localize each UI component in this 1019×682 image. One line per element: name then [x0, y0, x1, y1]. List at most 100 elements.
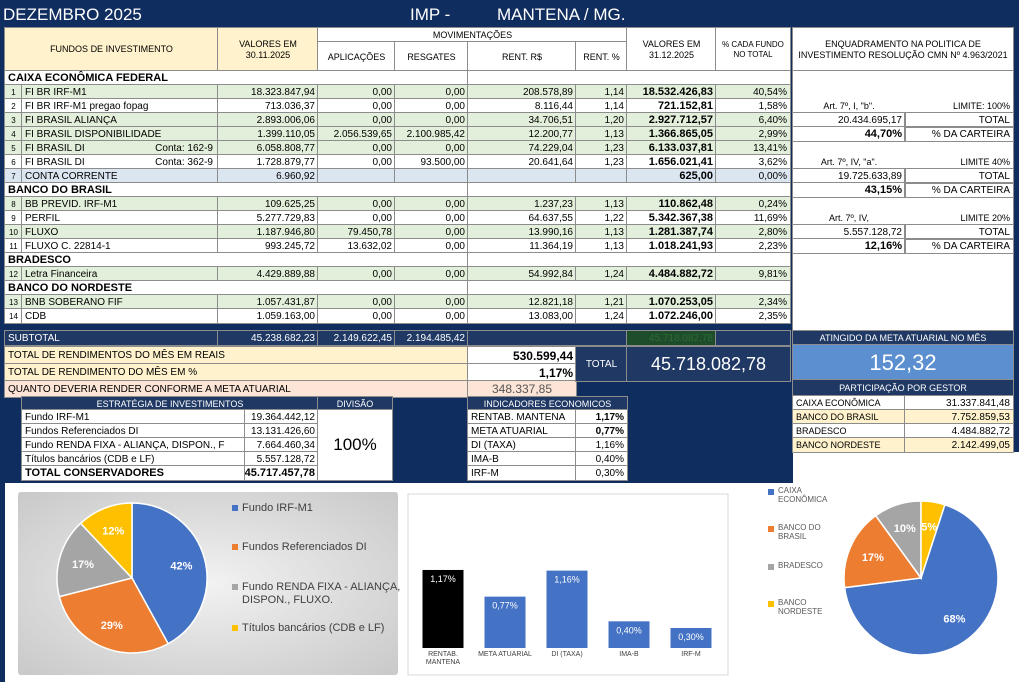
table-cell: 1.399.110,05	[217, 126, 319, 142]
table-cell: 18.323.847,94	[217, 84, 319, 100]
table-cell: 4.484.882,72	[626, 266, 717, 282]
framework-title: ENQUADRAMENTO NA POLITICA DE INVESTIMENT…	[792, 27, 1014, 72]
header-cell: APLICAÇÕES	[317, 41, 396, 72]
table-cell: 13	[4, 294, 23, 310]
table-cell: FI BR IRF-M1	[21, 84, 219, 100]
table-cell: 0,24%	[715, 196, 791, 212]
table-cell: 721.152,81	[626, 98, 717, 114]
table-cell: 0,00	[317, 140, 396, 156]
cell	[467, 182, 791, 198]
table-cell: 1,13	[575, 238, 628, 254]
table-cell: 0,00	[394, 308, 469, 324]
table-cell: 7	[4, 168, 23, 184]
table-cell: PERFIL	[21, 210, 219, 226]
table-cell: 64.637,55	[467, 210, 577, 226]
strategy-total-label: TOTAL CONSERVADORES	[21, 465, 246, 481]
legend-swatch	[768, 526, 774, 532]
goal-label: ATINGIDO DA META ATUARIAL NO MÊS	[792, 330, 1014, 346]
pie-slice	[843, 514, 923, 589]
table-cell: 1,13	[575, 196, 628, 212]
report-city: MANTENA / MG.	[497, 5, 626, 24]
account-number: Conta: 362-9	[155, 156, 213, 168]
subtotal-cell: 45.238.682,23	[217, 330, 319, 346]
manager-value: 31.337.841,48	[904, 395, 1014, 411]
framework-article: Art. 7º, IV, "a".	[820, 157, 878, 167]
framework-limit: LIMITE 20%	[960, 213, 1010, 223]
table-cell: 5.342.367,38	[626, 210, 717, 226]
manager-name: BANCO DO BRASIL	[792, 409, 906, 425]
table-cell: 1,13	[575, 126, 628, 142]
table-cell: BNB SOBERANO FIF	[21, 294, 219, 310]
indicator-value: 0,77%	[575, 423, 628, 439]
framework-limit: LIMITE 40%	[960, 157, 1010, 167]
pie-slice	[920, 500, 946, 579]
strategy-value: 5.557.128,72	[244, 451, 319, 467]
table-cell: 0,00	[317, 196, 396, 212]
table-cell: 0,00	[394, 238, 469, 254]
legend-label: BANCO NORDESTE	[778, 598, 823, 617]
table-cell: 2	[4, 98, 23, 114]
slice-label: 12%	[102, 526, 124, 538]
total-label: TOTAL DE RENDIMENTO DO MÊS EM %	[4, 363, 469, 382]
table-cell: 1.237,23	[467, 196, 577, 212]
table-cell: 2.056.539,65	[317, 126, 396, 142]
table-cell: 0,00	[394, 98, 469, 114]
table-cell: 1.018.241,93	[626, 238, 717, 254]
header-cell: RENT. R$	[467, 41, 577, 72]
subtotal-label: SUBTOTAL	[4, 330, 219, 346]
indicator-value: 1,16%	[575, 437, 628, 453]
total-value: 348.337,85	[467, 380, 577, 398]
table-cell: 6.058.808,77	[217, 140, 319, 156]
goal-value: 152,32	[792, 344, 1014, 381]
cell	[467, 280, 791, 296]
table-cell: 1,14	[575, 84, 628, 100]
table-cell: 1,24	[575, 266, 628, 282]
table-cell: FI BR IRF-M1 pregao fopag	[21, 98, 219, 114]
legend-swatch	[232, 505, 238, 511]
strategy-total: 45.717.457,78	[244, 465, 319, 481]
subtotal-cell: 2.149.622,45	[317, 330, 396, 346]
cell	[467, 70, 791, 86]
pie-slice	[79, 502, 133, 580]
table-cell: 6	[4, 154, 23, 170]
legend-swatch	[232, 544, 238, 550]
table-cell: 11,69%	[715, 210, 791, 226]
table-cell: 0,00	[317, 112, 396, 128]
table-cell: 2,35%	[715, 308, 791, 324]
table-cell: 2,99%	[715, 126, 791, 142]
background	[793, 452, 1019, 483]
framework-share: 43,15%	[792, 182, 906, 198]
bar	[546, 570, 588, 648]
legend-label: BRADESCO	[778, 561, 823, 570]
table-cell: 0,00%	[715, 168, 791, 184]
strategy-division-label: DIVISÃO	[317, 396, 393, 411]
cell	[467, 252, 791, 268]
table-cell: 8.116,44	[467, 98, 577, 114]
table-cell: 13.990,16	[467, 224, 577, 240]
strategy-value: 19.364.442,12	[244, 409, 319, 425]
framework-total: 20.434.695,17	[792, 112, 906, 128]
table-cell: 1,14	[575, 98, 628, 114]
table-cell: 1.072.246,00	[626, 308, 717, 324]
slice-label: 29%	[101, 620, 123, 632]
header-cell: % CADA FUNDO NO TOTAL	[715, 27, 791, 72]
subtotal-cell	[715, 330, 791, 346]
table-cell: 6.960,92	[217, 168, 319, 184]
strategy-name: Fundo RENDA FIXA - ALIANÇA, DISPON., F	[21, 437, 246, 453]
slice-label: 17%	[862, 552, 884, 564]
legend-swatch	[768, 564, 774, 570]
table-cell: 208.578,89	[467, 84, 577, 100]
legend-label: Fundos Referenciados DI	[242, 541, 367, 553]
section-title: BANCO DO NORDESTE	[4, 280, 469, 296]
framework-total-label: TOTAL	[904, 224, 1014, 240]
indicators-title: INDICADORES ECONOMICOS	[467, 396, 628, 411]
table-cell: 0,00	[394, 84, 469, 100]
table-cell: 54.992,84	[467, 266, 577, 282]
bar	[670, 627, 712, 648]
table-cell: 12.200,77	[467, 126, 577, 142]
grand-total-label: TOTAL	[575, 346, 628, 382]
table-cell	[467, 168, 577, 184]
table-cell: 2,80%	[715, 224, 791, 240]
table-cell: 0,00	[317, 294, 396, 310]
table-cell: 1,24	[575, 308, 628, 324]
